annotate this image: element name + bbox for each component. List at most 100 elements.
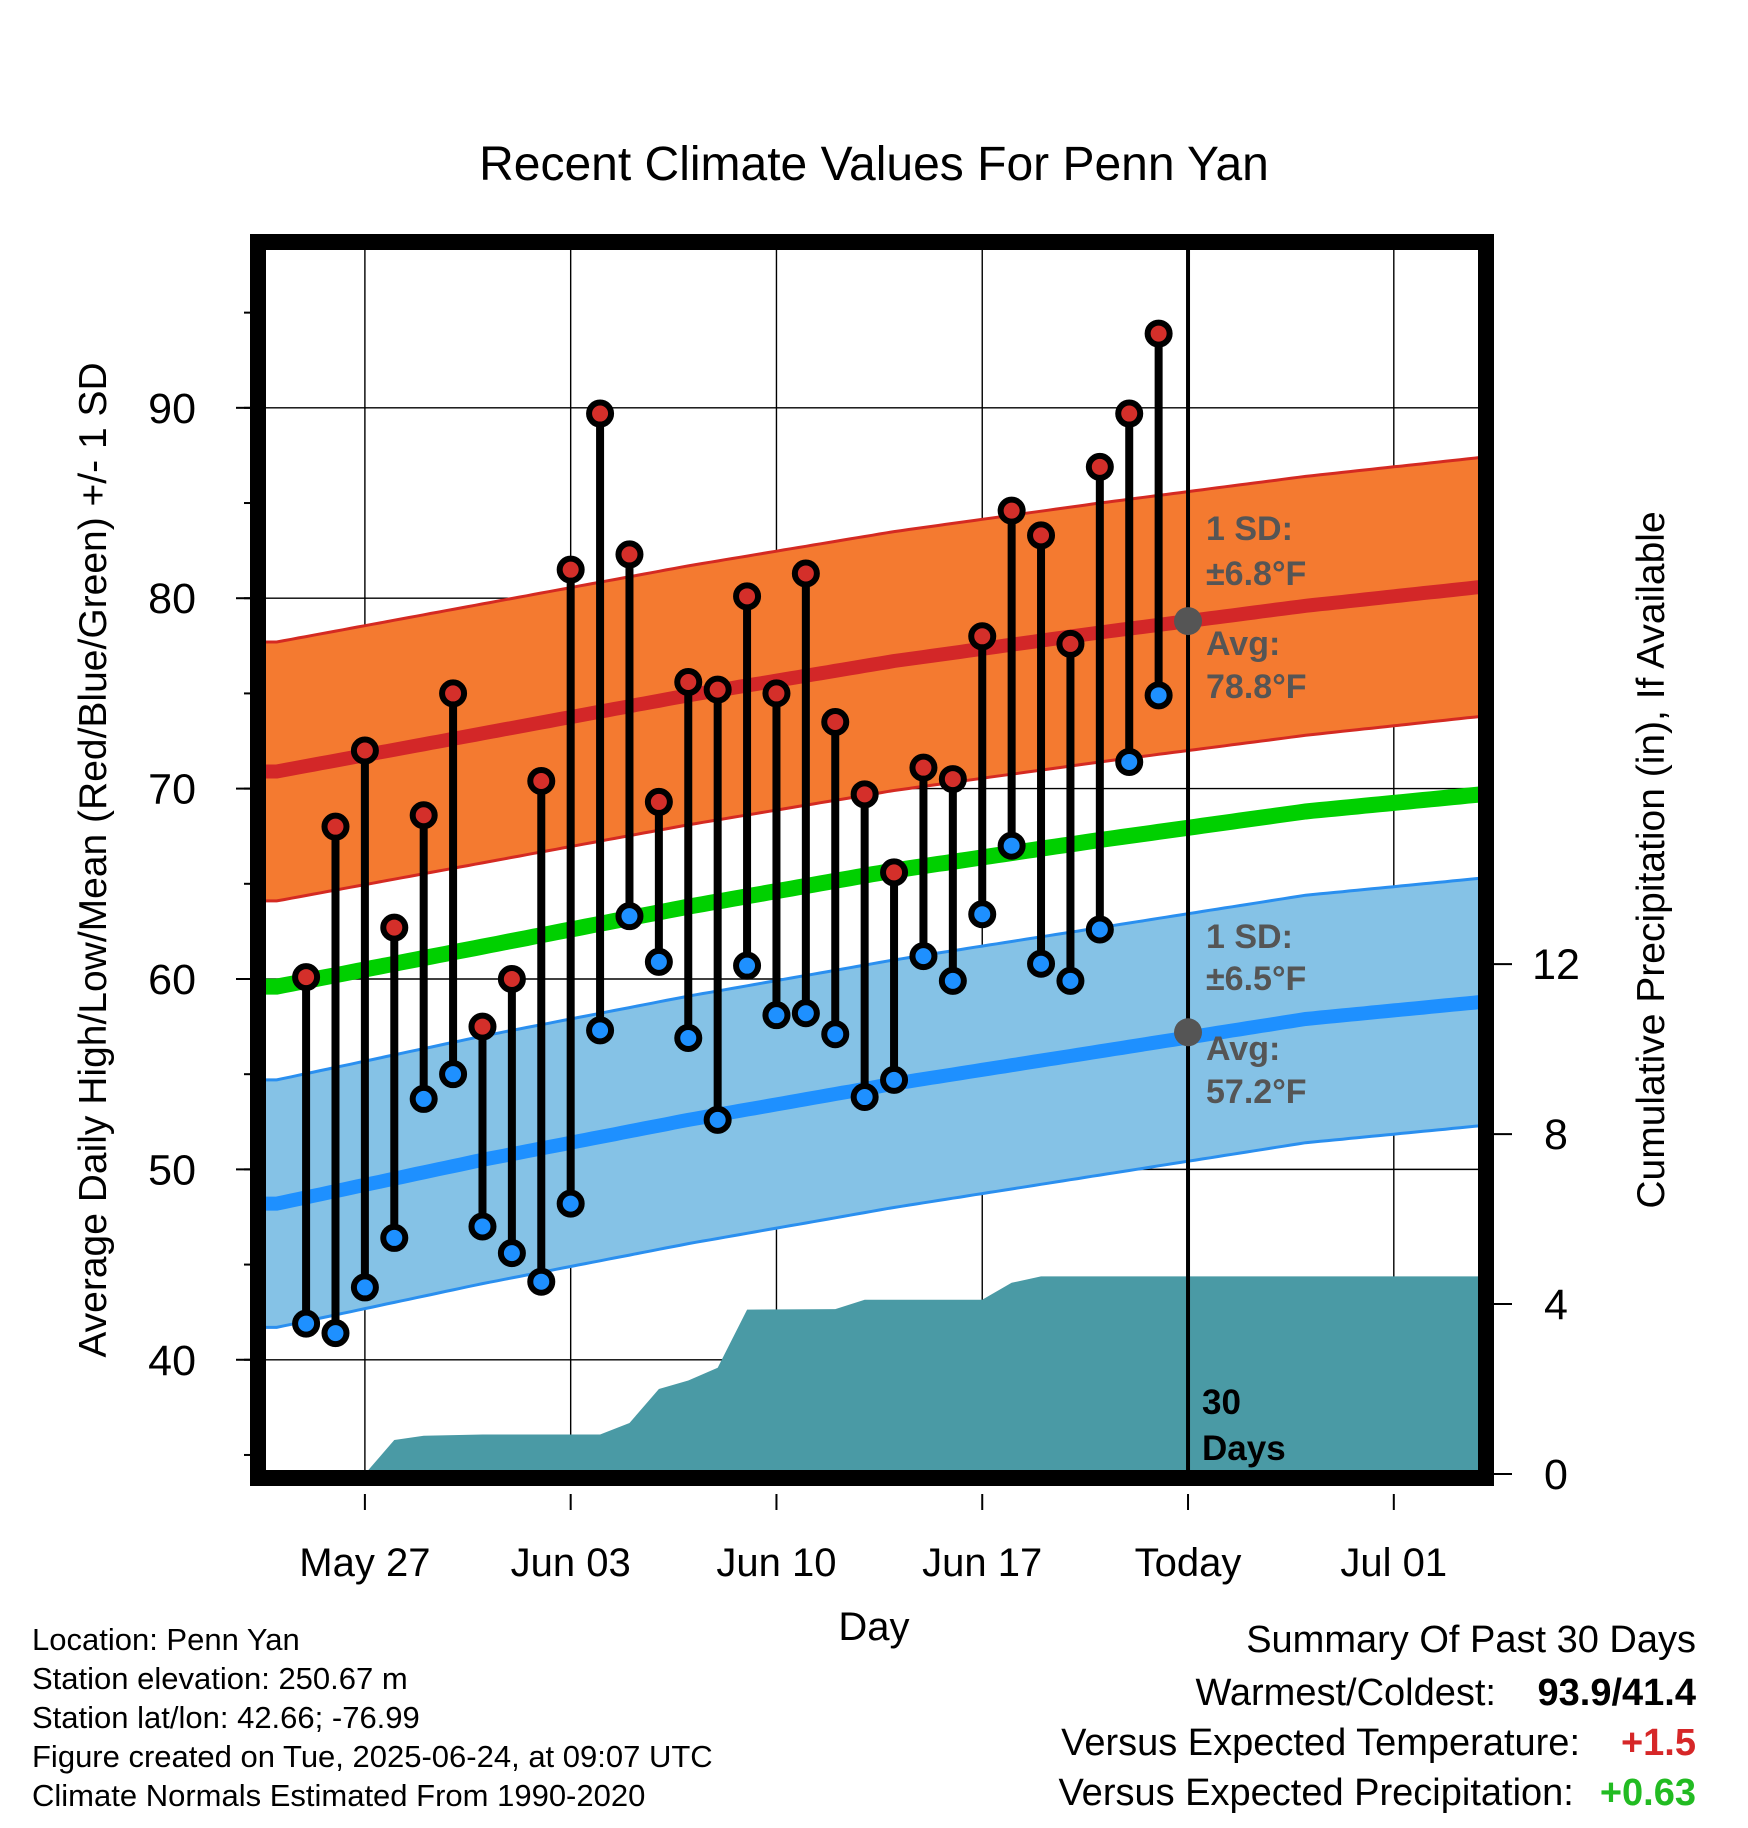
temp-departure-label: Versus Expected Temperature: (1061, 1722, 1580, 1764)
x-axis-title: Day (838, 1605, 909, 1649)
daily-low-point (1085, 915, 1114, 944)
high-avg-value: 78.8°F (1206, 668, 1307, 706)
chart-title: Recent Climate Values For Penn Yan (479, 138, 1269, 191)
daily-low-point (409, 1084, 438, 1113)
daily-low-point (791, 999, 820, 1028)
daily-high-point (380, 913, 409, 942)
daily-high-point (439, 679, 468, 708)
plot-frame (250, 234, 1494, 1486)
daily-high-point (1115, 399, 1144, 428)
y-tick-label: 90 (148, 385, 196, 433)
high-sd-label: 1 SD: (1206, 510, 1293, 548)
summary-title: Summary Of Past 30 Days (1246, 1619, 1696, 1661)
summary-panel: Summary Of Past 30 Days Warmest/Coldest:… (1058, 1616, 1696, 1818)
daily-low-point (527, 1267, 556, 1296)
low-sd-label: 1 SD: (1206, 918, 1293, 956)
daily-high-point (350, 736, 379, 765)
latlon-text: Station lat/lon: 42.66; -76.99 (32, 1700, 420, 1735)
daily-high-point (880, 858, 909, 887)
daily-high-point (321, 812, 350, 841)
daily-high-point (292, 963, 321, 992)
daily-high-point (1085, 452, 1114, 481)
daily-high-point (997, 496, 1026, 525)
x-tick-label: May 27 (299, 1541, 430, 1585)
mean-normal-line (262, 786, 1482, 995)
daily-low-point (880, 1065, 909, 1094)
daily-low-point (968, 900, 997, 929)
daily-high-point (468, 1012, 497, 1041)
daily-low-point (1144, 681, 1173, 710)
warmest-coldest-value: 93.9/41.4 (1537, 1672, 1696, 1714)
daily-high-point (586, 399, 615, 428)
daily-high-point (762, 679, 791, 708)
precip-area (364, 1276, 1482, 1474)
temp-departure-row: Versus Expected Temperature: +1.5 (1058, 1718, 1696, 1768)
y-tick-label: 70 (148, 766, 196, 814)
daily-low-point (733, 951, 762, 980)
daily-low-point (644, 947, 673, 976)
daily-high-point (791, 559, 820, 588)
y-axis-title: Average Daily High/Low/Mean (Red/Blue/Gr… (72, 362, 115, 1357)
daily-low-point (703, 1105, 732, 1134)
high-normal-line (262, 579, 1482, 779)
daily-low-point (850, 1083, 879, 1112)
high-sd-value: ±6.8°F (1206, 555, 1306, 593)
low-avg-marker (1174, 1018, 1203, 1047)
warmest-coldest-label: Warmest/Coldest: (1195, 1672, 1496, 1714)
x-tick-label: Jul 01 (1340, 1541, 1447, 1585)
x-tick-label: Jun 17 (922, 1541, 1042, 1585)
temp-departure-value: +1.5 (1620, 1722, 1696, 1764)
normals-text: Climate Normals Estimated From 1990-2020 (32, 1778, 646, 1813)
daily-low-point (497, 1239, 526, 1268)
daily-low-point (762, 1001, 791, 1030)
y-tick-label: 40 (148, 1337, 196, 1385)
precip-departure-value: +0.63 (1599, 1772, 1696, 1814)
daily-high-point (1056, 629, 1085, 658)
days-count-label: 30 (1202, 1383, 1241, 1422)
daily-low-point (321, 1319, 350, 1348)
y-tick-label: 50 (148, 1146, 196, 1194)
y-tick-label: 60 (148, 956, 196, 1004)
daily-high-point (909, 753, 938, 782)
daily-high-point (527, 766, 556, 795)
y2-tick-label: 4 (1544, 1281, 1568, 1329)
daily-low-point (439, 1060, 468, 1089)
daily-low-point (674, 1024, 703, 1053)
location-text: Location: Penn Yan (32, 1622, 300, 1657)
daily-high-point (644, 787, 673, 816)
daily-low-point (292, 1309, 321, 1338)
daily-high-point (497, 964, 526, 993)
daily-low-point (380, 1223, 409, 1252)
daily-low-point (468, 1212, 497, 1241)
high-avg-marker (1174, 607, 1203, 636)
low-sd-value: ±6.5°F (1206, 960, 1306, 998)
daily-low-point (615, 902, 644, 931)
daily-low-point (556, 1189, 585, 1218)
x-tick-label: Today (1135, 1541, 1242, 1585)
daily-low-point (1027, 949, 1056, 978)
low-avg-label: Avg: (1206, 1030, 1280, 1068)
x-tick-label: Jun 03 (511, 1541, 631, 1585)
daily-high-point (938, 765, 967, 794)
daily-low-point (1115, 747, 1144, 776)
daily-high-point (615, 540, 644, 569)
daily-low-point (909, 942, 938, 971)
precip-departure-label: Versus Expected Precipitation: (1058, 1772, 1574, 1814)
y2-axis-title: Cumulative Precipitation (in), If Availa… (1630, 511, 1673, 1208)
daily-high-point (674, 667, 703, 696)
daily-high-point (556, 555, 585, 584)
daily-low-point (586, 1016, 615, 1045)
daily-high-point (733, 582, 762, 611)
daily-high-point (821, 707, 850, 736)
daily-high-point (1144, 319, 1173, 348)
precip-departure-row: Versus Expected Precipitation: +0.63 (1058, 1768, 1696, 1818)
y-tick-label: 80 (148, 575, 196, 623)
y2-tick-label: 0 (1544, 1451, 1568, 1499)
high-avg-label: Avg: (1206, 625, 1280, 663)
daily-low-point (1056, 966, 1085, 995)
daily-low-point (997, 831, 1026, 860)
daily-high-point (409, 801, 438, 830)
elevation-text: Station elevation: 250.67 m (32, 1661, 408, 1696)
y2-tick-label: 12 (1532, 941, 1580, 989)
